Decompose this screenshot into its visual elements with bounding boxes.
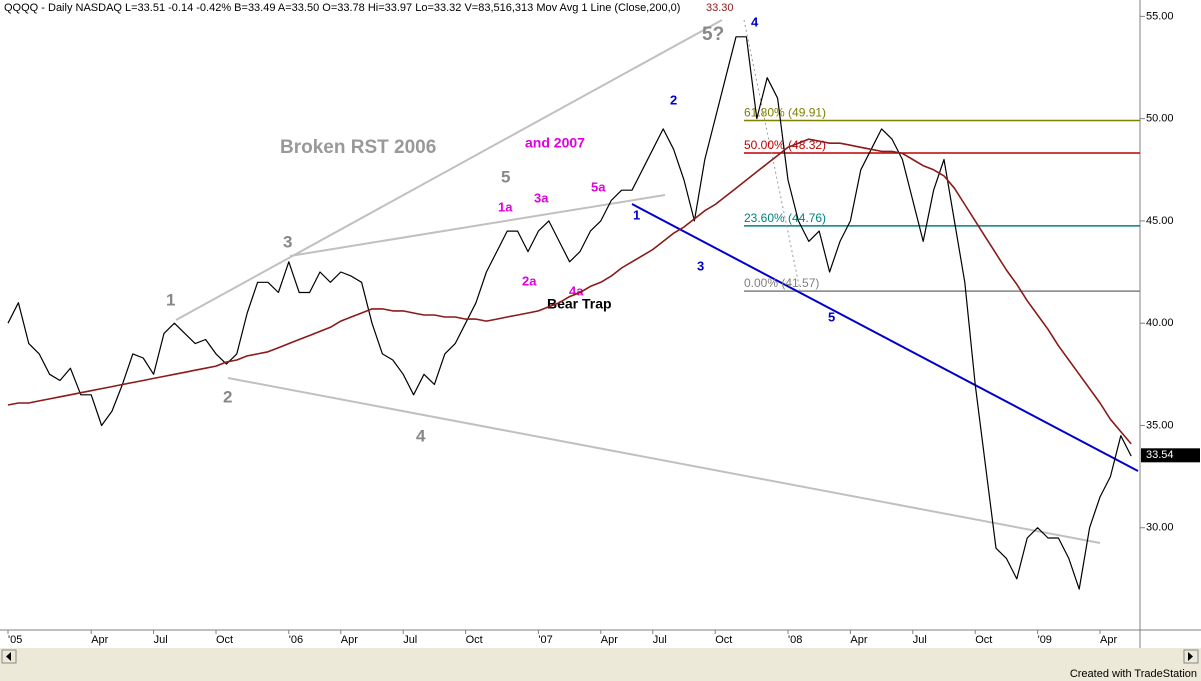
- x-tick-label: Apr: [850, 634, 867, 646]
- trend-line: [631, 203, 1139, 472]
- trend-line: [175, 19, 723, 321]
- x-tick-label: Oct: [975, 634, 992, 646]
- y-tick-label: 55.00: [1146, 10, 1174, 22]
- trend-lines: [175, 19, 1139, 544]
- x-tick-label: Apr: [341, 634, 358, 646]
- trend-line: [289, 194, 666, 257]
- fib-label: 0.00% (41.57): [744, 276, 819, 290]
- header-ma-value: 33.30: [706, 2, 734, 14]
- x-tick-label: Jul: [154, 634, 168, 646]
- x-tick-label: Apr: [1100, 634, 1117, 646]
- annotation: 5: [828, 309, 835, 324]
- scroll-right-arrow: [1188, 652, 1193, 661]
- fib-retracement-line: [743, 19, 801, 291]
- x-tick-label: '06: [289, 634, 303, 646]
- scroll-left-arrow: [6, 652, 11, 661]
- annotation: and 2007: [525, 135, 585, 151]
- annotation: 4: [416, 426, 426, 445]
- annotation: 4: [751, 14, 759, 29]
- annotation: 1: [166, 290, 175, 309]
- x-tick-label: Jul: [913, 634, 927, 646]
- price-axis: [1140, 0, 1201, 648]
- annotation: 1a: [498, 199, 513, 214]
- annotation: 3: [697, 258, 704, 273]
- last-price-label: 33.54: [1146, 449, 1174, 461]
- price-line: [7, 36, 1132, 590]
- fib-label: 50.00% (48.32): [744, 138, 826, 152]
- plot-area: [0, 0, 1140, 630]
- annotation: 5?: [702, 24, 724, 45]
- x-tick-label: '08: [788, 634, 802, 646]
- fib-label: 61.80% (49.91): [744, 106, 826, 120]
- y-tick-label: 50.00: [1146, 113, 1174, 125]
- annotation: 2a: [522, 273, 537, 288]
- x-tick-label: '07: [538, 634, 552, 646]
- footer: Created with TradeStation: [1070, 668, 1197, 680]
- fib-label: 23.60% (44.76): [744, 211, 826, 225]
- y-tick-label: 35.00: [1146, 419, 1174, 431]
- annotation: 2: [223, 387, 232, 406]
- annotation: 2: [670, 92, 677, 107]
- annotation: Broken RST 2006: [280, 137, 436, 158]
- header: QQQQ - Daily NASDAQ L=33.51 -0.14 -0.42%…: [4, 2, 680, 14]
- x-tick-label: Jul: [653, 634, 667, 646]
- moving-average-line: [7, 138, 1132, 445]
- annotation: 1: [633, 207, 640, 222]
- x-tick-label: Oct: [216, 634, 233, 646]
- annotation: 3: [283, 232, 292, 251]
- x-tick-label: '09: [1038, 634, 1052, 646]
- last-price-box: [1141, 448, 1200, 463]
- x-tick-label: Jul: [403, 634, 417, 646]
- scrollbar[interactable]: [0, 648, 1201, 665]
- x-tick-label: Oct: [466, 634, 483, 646]
- annotation: 3a: [534, 190, 549, 205]
- x-tick-label: '05: [8, 634, 22, 646]
- trend-line: [227, 377, 1101, 544]
- annotation: 5: [501, 167, 510, 186]
- y-tick-label: 40.00: [1146, 317, 1174, 329]
- x-tick-label: Apr: [601, 634, 618, 646]
- time-axis: [0, 630, 1140, 648]
- annotations: Broken RST 2006 and 2007 Bear Trap 1 2 3…: [166, 14, 835, 445]
- annotation: 5a: [591, 179, 606, 194]
- x-tick-label: Apr: [91, 634, 108, 646]
- y-tick-label: 30.00: [1146, 522, 1174, 534]
- y-tick-label: 45.00: [1146, 215, 1174, 227]
- x-tick-label: Oct: [715, 634, 732, 646]
